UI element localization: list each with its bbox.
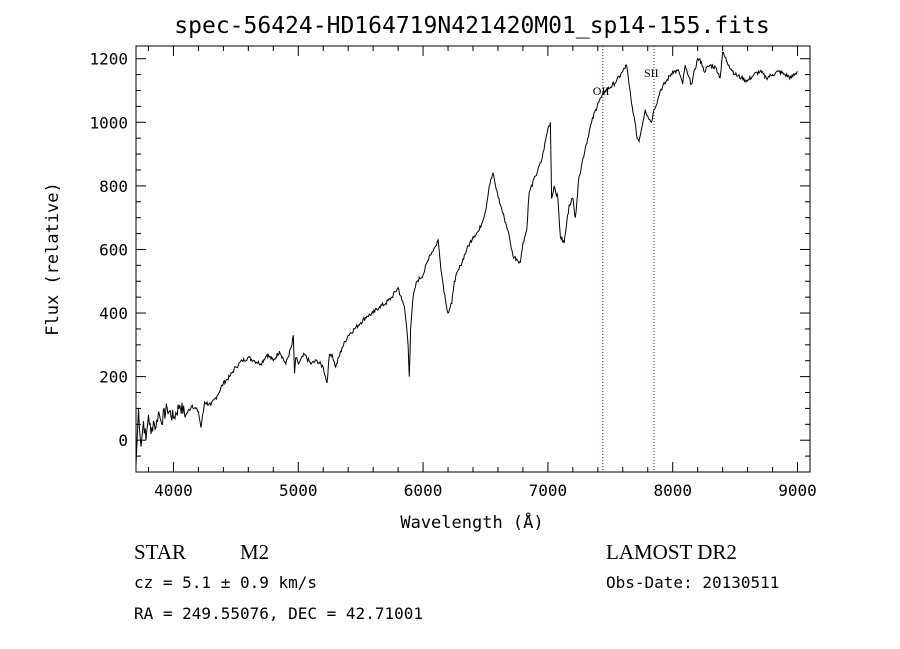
y-axis: 0 200 400 600 800 1000 1200 [89,50,810,457]
x-tick-label: 9000 [778,481,817,500]
redshift-cz: cz = 5.1 ± 0.9 km/s [134,573,317,592]
y-tick-label: 1200 [89,50,128,69]
chart-title: spec-56424-HD164719N421420M01_sp14-155.f… [174,13,769,39]
object-class: STAR [134,540,186,564]
coordinates: RA = 249.55076, DEC = 42.71001 [134,604,423,623]
y-tick-label: 800 [99,177,128,196]
x-tick-label: 8000 [653,481,692,500]
x-tick-label: 6000 [404,481,443,500]
spectral-line-markers: OII SII [593,46,659,472]
observation-date: Obs-Date: 20130511 [606,573,779,592]
plot-frame [135,45,811,473]
spectral-line-label: OII [593,84,610,98]
y-tick-label: 600 [99,240,128,259]
x-tick-label: 5000 [279,481,318,500]
y-axis-label: Flux (relative) [43,182,63,336]
object-subclass: M2 [240,540,269,564]
y-tick-label: 0 [118,431,128,450]
x-axis-label: Wavelength (Å) [400,511,543,533]
x-axis: 4000 5000 6000 7000 8000 9000 [147,46,817,500]
x-tick-label: 4000 [154,481,193,500]
y-tick-label: 1000 [89,113,128,132]
y-tick-label: 200 [99,368,128,387]
spectrum-series-line [135,51,798,466]
survey-name: LAMOST DR2 [606,540,737,564]
y-tick-label: 400 [99,304,128,323]
spectral-line-label: SII [644,66,659,80]
x-tick-label: 7000 [529,481,568,500]
